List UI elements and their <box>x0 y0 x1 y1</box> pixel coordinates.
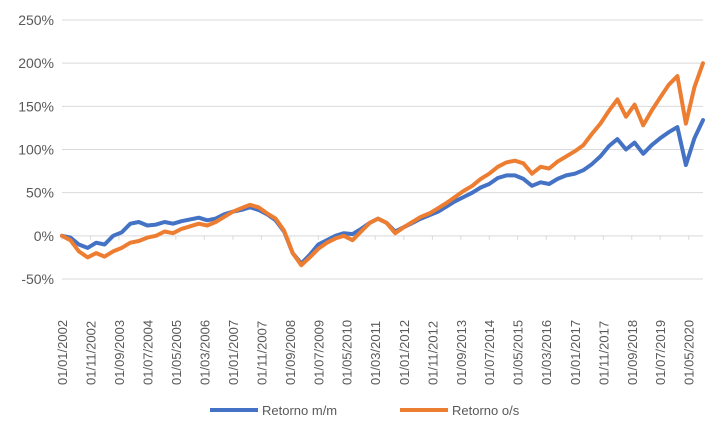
legend-label-1: Retorno m/m <box>262 403 337 418</box>
x-tick-label: 01/01/2017 <box>568 320 583 385</box>
x-tick-label: 01/01/2012 <box>397 320 412 385</box>
x-tick-label: 01/07/2004 <box>140 320 155 385</box>
x-tick-label: 01/03/2016 <box>539 320 554 385</box>
x-tick-label: 01/09/2008 <box>283 320 298 385</box>
x-tick-label: 01/05/2015 <box>511 320 526 385</box>
series-lines <box>60 61 705 268</box>
y-tick-label: 100% <box>18 142 54 158</box>
series-line-2 <box>60 61 705 268</box>
series-line-1 <box>60 118 705 266</box>
x-tick-label: 01/03/2011 <box>368 321 383 385</box>
x-tick-label: 01/07/2009 <box>311 320 326 385</box>
x-tick-label: 01/07/2019 <box>653 320 668 385</box>
y-tick-label: -50% <box>21 271 54 287</box>
x-tick-label: 01/05/2005 <box>169 320 184 385</box>
y-tick-label: 250% <box>18 12 54 28</box>
y-tick-label: 200% <box>18 55 54 71</box>
x-tick-label: 01/03/2006 <box>197 320 212 385</box>
y-tick-label: 150% <box>18 98 54 114</box>
y-tick-label: 0% <box>34 228 54 244</box>
y-axis-ticks: -50% 0% 50% 100% 150% 200% 250% <box>18 12 54 287</box>
x-tick-label: 01/11/2017 <box>596 321 611 385</box>
x-tick-label: 01/01/2007 <box>226 320 241 385</box>
x-axis-ticks: 01/01/2002 01/11/2002 01/09/2003 01/07/2004… <box>55 235 697 385</box>
gridlines <box>62 19 703 280</box>
x-tick-label: 01/11/2002 <box>83 321 98 385</box>
x-tick-label: 01/11/2007 <box>254 321 269 385</box>
x-tick-label: 01/01/2002 <box>55 320 70 385</box>
legend-label-2: Retorno o/s <box>452 403 520 418</box>
x-tick-label: 01/05/2020 <box>682 320 697 385</box>
x-tick-label: 01/09/2003 <box>112 320 127 385</box>
x-tick-label: 01/11/2012 <box>425 321 440 385</box>
x-tick-label: 01/09/2013 <box>454 320 469 385</box>
x-tick-label: 01/09/2018 <box>625 320 640 385</box>
y-tick-label: 50% <box>26 185 54 201</box>
x-tick-label: 01/07/2014 <box>482 320 497 385</box>
x-tick-label: 01/05/2010 <box>340 320 355 385</box>
legend: Retorno m/m Retorno o/s <box>210 403 520 418</box>
